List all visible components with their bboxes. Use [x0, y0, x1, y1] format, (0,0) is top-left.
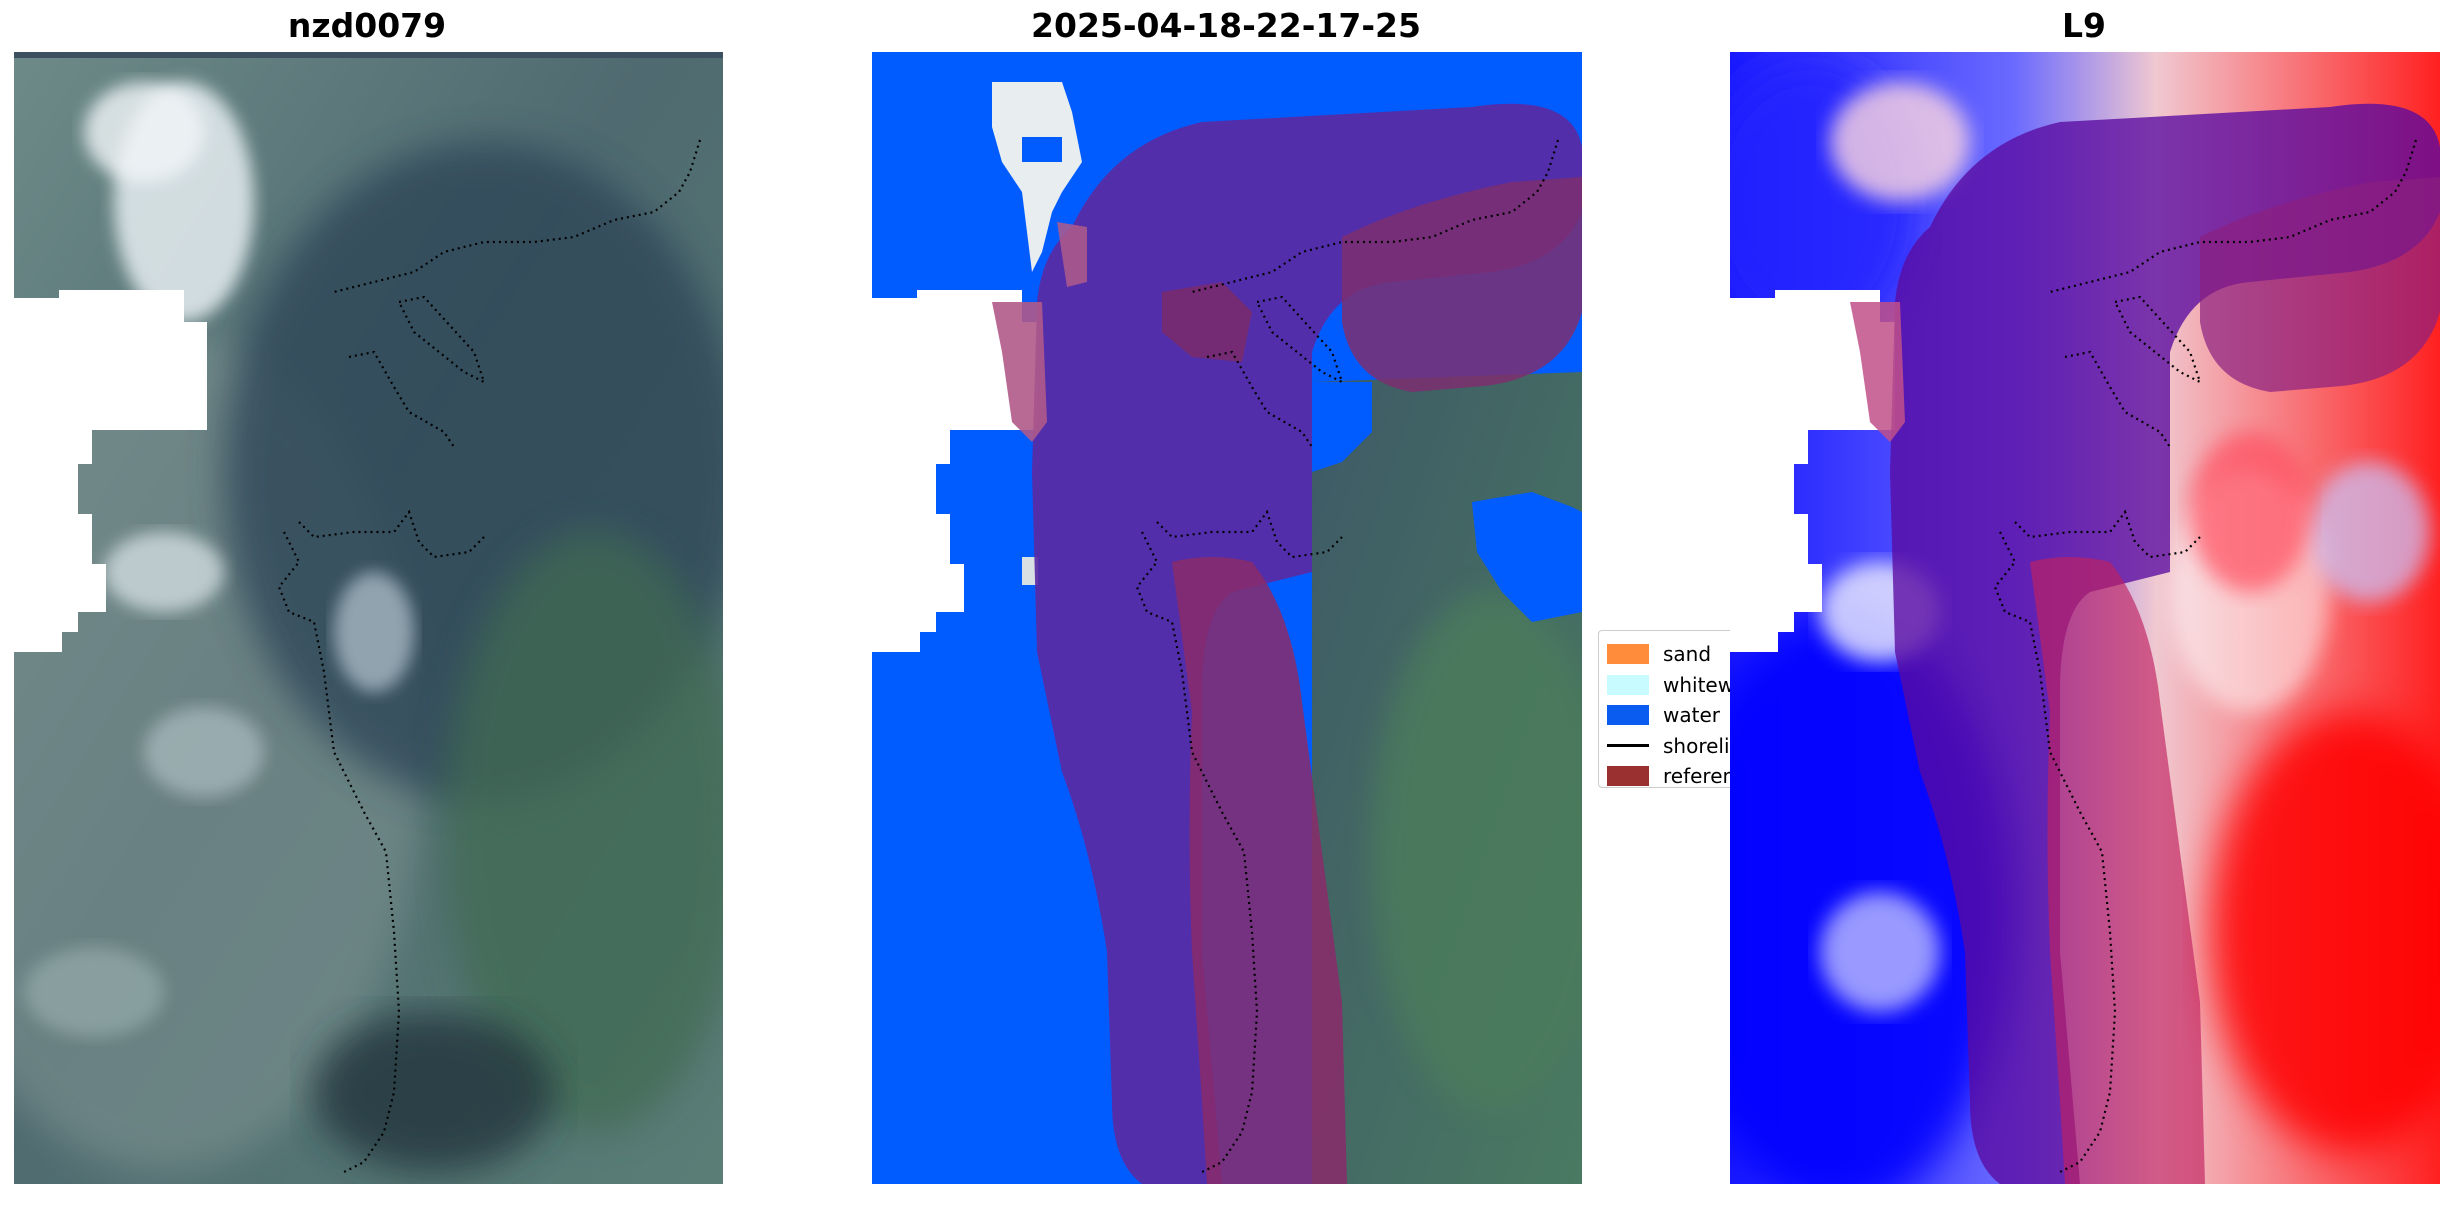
- rgb-image-panel: [14, 52, 723, 1184]
- legend-label: shoreline: [1663, 733, 1737, 758]
- sand-swatch: [1607, 644, 1649, 665]
- rgb-satellite-image: [14, 52, 723, 1184]
- index-map: [1730, 52, 2440, 1184]
- legend: sand whitewater water shoreline referenc…: [1598, 630, 1738, 788]
- shoreline-line-swatch: [1607, 744, 1649, 748]
- legend-item-water: water: [1607, 700, 1737, 731]
- legend-item-sand: sand: [1607, 639, 1737, 670]
- index-panel: [1730, 52, 2440, 1184]
- legend-item-shoreline: shoreline: [1607, 731, 1737, 762]
- panel-title-index: L9: [2062, 6, 2106, 45]
- legend-item-whitewater: whitewater: [1607, 670, 1737, 701]
- panel-title-rgb: nzd0079: [287, 6, 447, 45]
- legend-label: water: [1663, 703, 1720, 728]
- legend-label: whitewater: [1663, 672, 1737, 697]
- classification-panel: [872, 52, 1582, 1184]
- legend-label: reference: [1663, 764, 1737, 788]
- legend-item-reference: reference: [1607, 761, 1737, 788]
- water-swatch: [1607, 705, 1649, 726]
- legend-label: sand: [1663, 642, 1712, 667]
- classification-map: [872, 52, 1582, 1184]
- panel-title-classification: 2025-04-18-22-17-25: [1031, 6, 1421, 45]
- reference-swatch: [1607, 766, 1649, 787]
- whitewater-swatch: [1607, 674, 1649, 695]
